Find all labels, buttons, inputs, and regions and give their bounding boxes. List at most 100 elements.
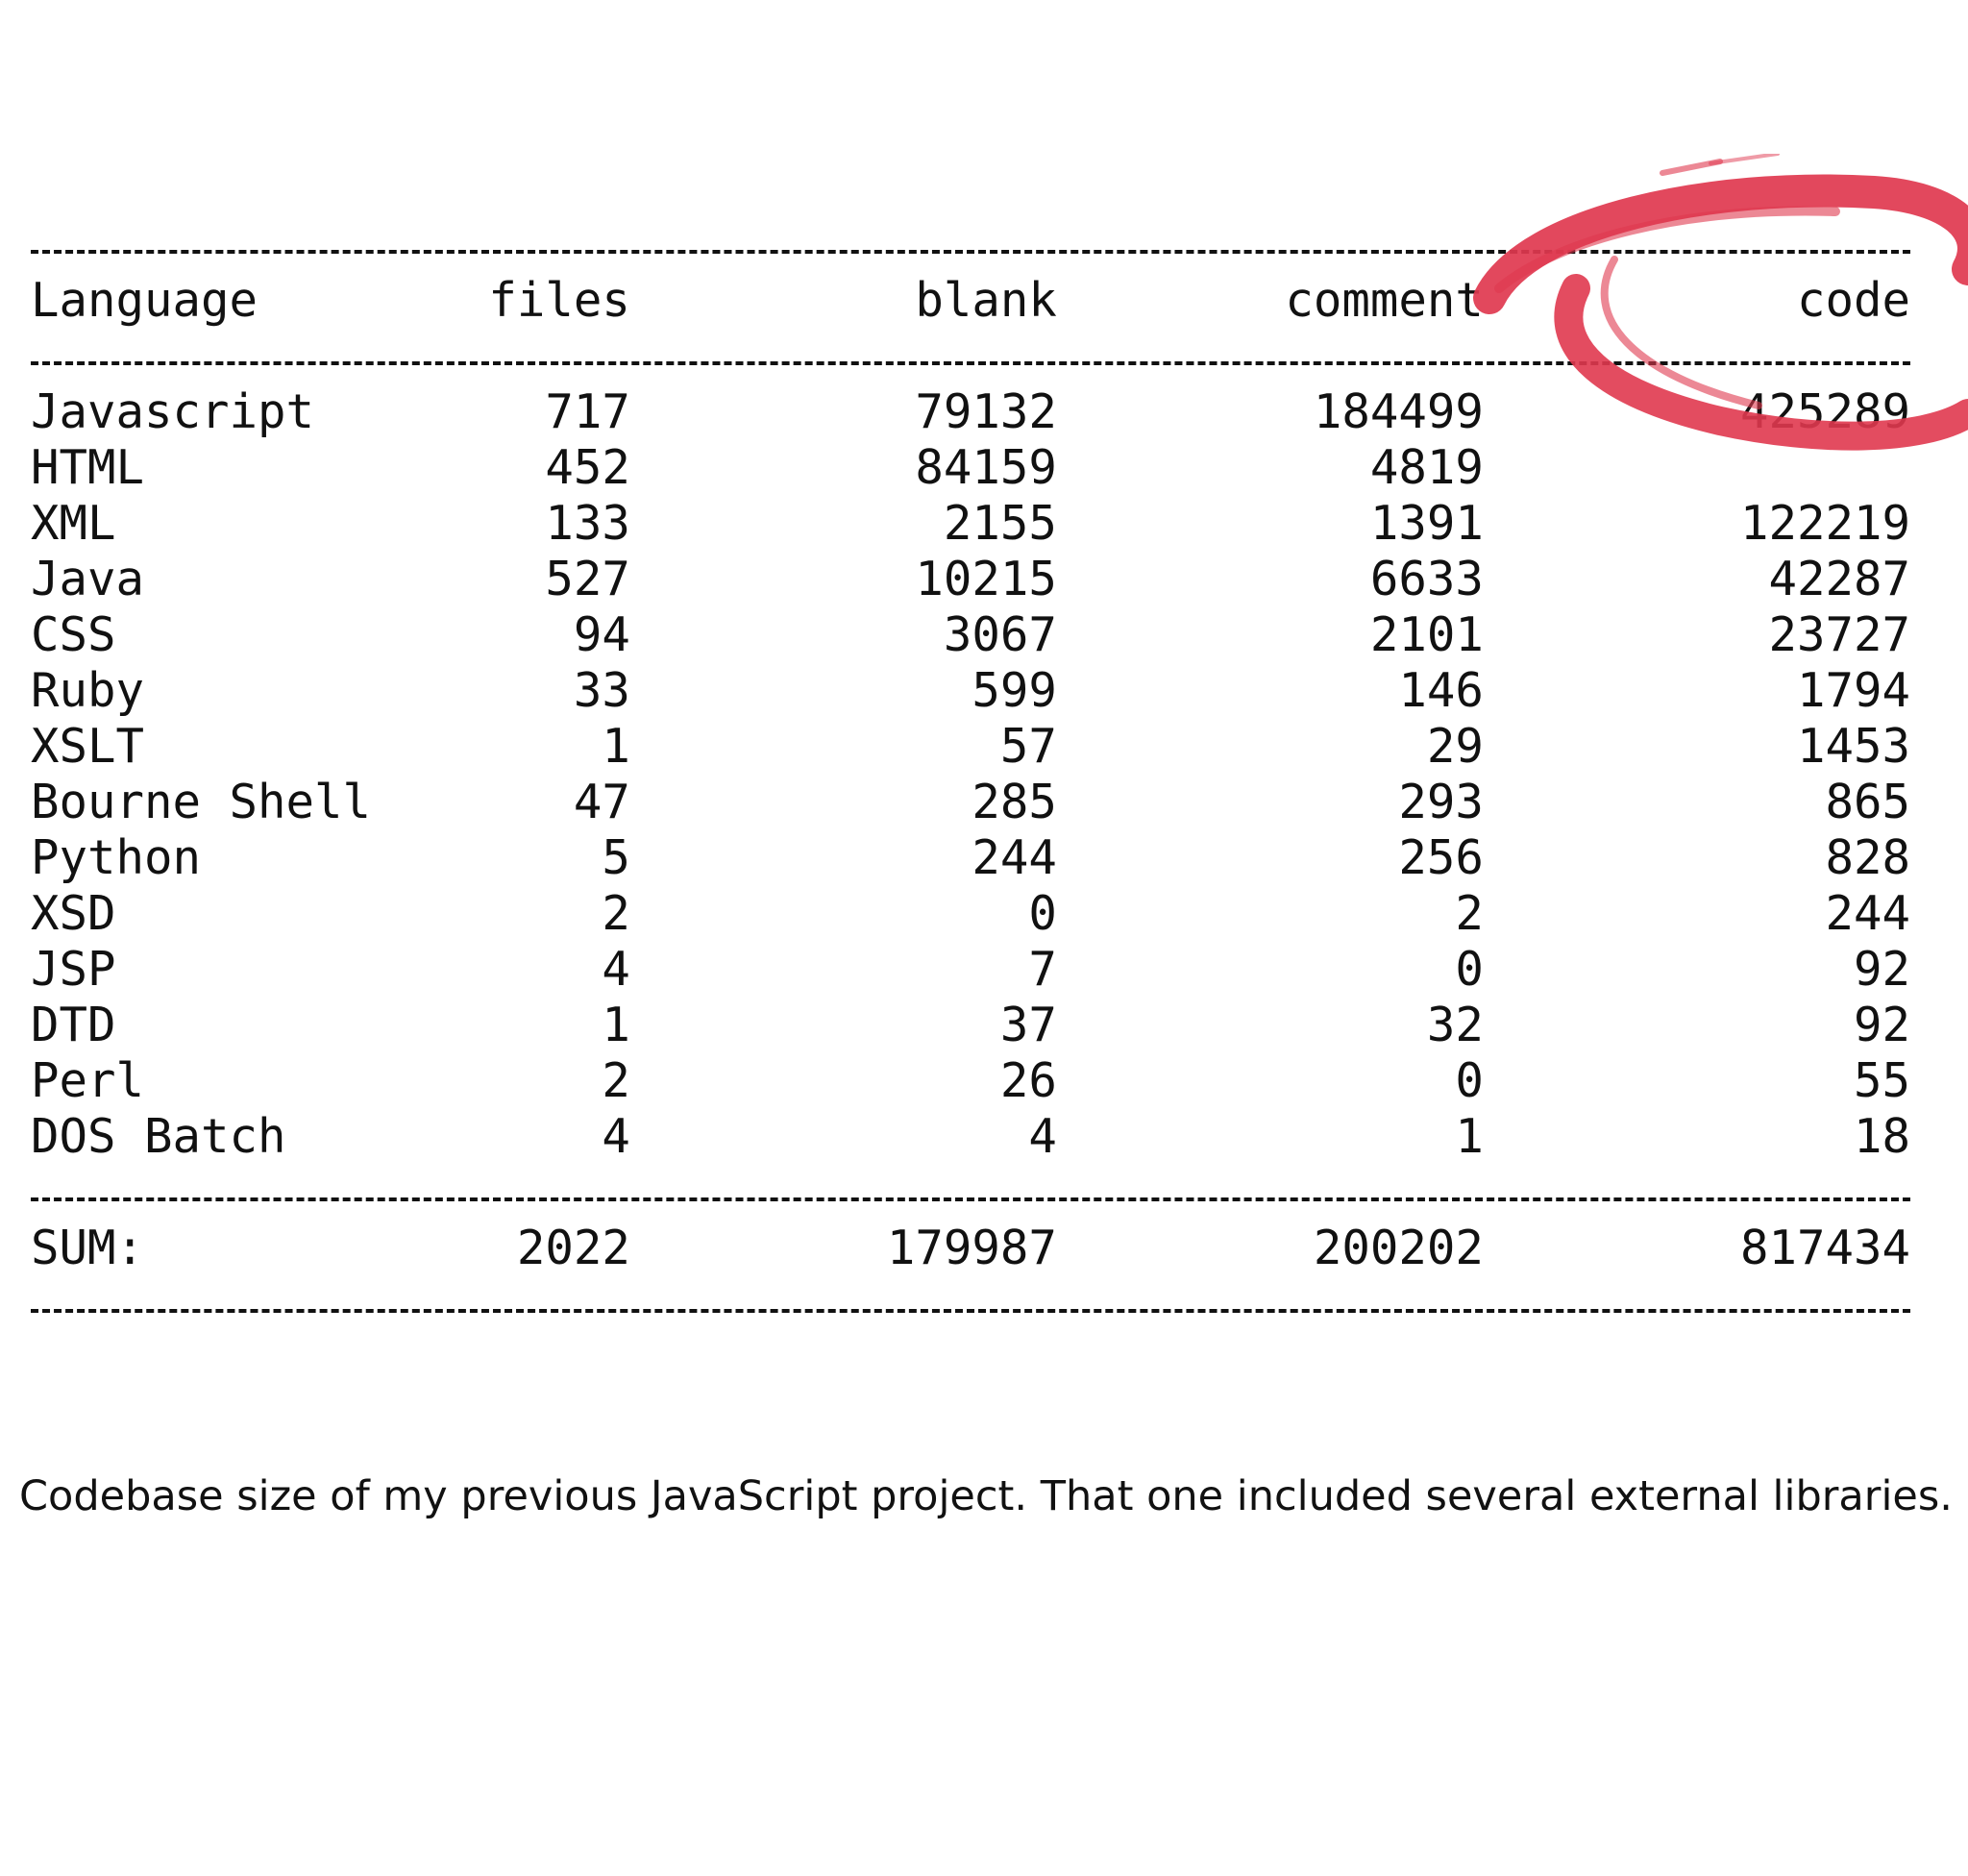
cell-blank: 7 (1028, 942, 1057, 997)
cell-files: 4 (602, 1109, 630, 1164)
table-row: Python 5 244 256 828 (31, 830, 1910, 886)
header-language: Language (31, 273, 258, 328)
table-header-row: Language files blank comment code (31, 273, 1910, 329)
caption: Codebase size of my previous JavaScript … (19, 1472, 1953, 1520)
cell-blank: 84159 (915, 440, 1057, 495)
cell-code: 425289 (1739, 384, 1910, 439)
cell-comment: 2 (1455, 886, 1484, 941)
table-row: XSLT 1 57 29 1453 (31, 719, 1910, 775)
cell-comment: 0 (1455, 1053, 1484, 1108)
divider-header (31, 329, 1910, 384)
table-sum-row: SUM: 2022 179987 200202 817434 (31, 1221, 1910, 1276)
cell-language: Python (31, 830, 202, 885)
sum-label: SUM: (31, 1221, 145, 1275)
cell-files: 452 (545, 440, 630, 495)
cell-language: Java (31, 552, 145, 606)
cell-blank: 26 (999, 1053, 1057, 1108)
sum-comment: 200202 (1313, 1221, 1484, 1275)
cell-language: Perl (31, 1053, 145, 1108)
header-comment: comment (1285, 273, 1484, 328)
cell-blank: 244 (972, 830, 1057, 885)
cell-code: 828 (1825, 830, 1910, 885)
cell-comment: 29 (1426, 719, 1484, 774)
cell-files: 717 (545, 384, 630, 439)
cell-blank: 10215 (915, 552, 1057, 606)
header-code: code (1796, 273, 1910, 328)
cell-language: XSD (31, 886, 116, 941)
header-files: files (488, 273, 630, 328)
cell-files: 2 (602, 886, 630, 941)
cell-blank: 285 (972, 775, 1057, 829)
table-row: Javascript 717 79132 184499 425289 (31, 384, 1910, 440)
cell-code: 1794 (1796, 663, 1910, 718)
cell-comment: 32 (1426, 998, 1484, 1052)
cell-code: 92 (1853, 998, 1910, 1052)
cell-blank: 57 (999, 719, 1057, 774)
table-row: Java 527 10215 6633 42287 (31, 552, 1910, 607)
cell-comment: 0 (1455, 942, 1484, 997)
cell-code (1484, 440, 1910, 496)
cell-blank: 37 (999, 998, 1057, 1052)
cell-language: Javascript (31, 384, 315, 439)
cell-language: XML (31, 496, 116, 551)
cell-blank: 4 (1028, 1109, 1057, 1164)
sum-files: 2022 (516, 1221, 630, 1275)
cell-blank: 0 (1028, 886, 1057, 941)
divider-top (31, 217, 1910, 273)
cell-files: 33 (573, 663, 630, 718)
cell-comment: 1 (1455, 1109, 1484, 1164)
table-row: XSD 2 0 2 244 (31, 886, 1910, 942)
cell-code: 244 (1825, 886, 1910, 941)
cell-files: 1 (602, 998, 630, 1052)
table-row: HTML 452 84159 4819 (31, 440, 1910, 496)
cell-blank: 2155 (943, 496, 1057, 551)
cell-files: 1 (602, 719, 630, 774)
cell-language: DTD (31, 998, 116, 1052)
cell-code: 1453 (1796, 719, 1910, 774)
table-body: Javascript 717 79132 184499 425289 HTML 452 841… (31, 384, 1910, 1165)
cell-files: 47 (573, 775, 630, 829)
cell-language: Bourne Shell (31, 775, 372, 829)
cell-files: 527 (545, 552, 630, 606)
cell-code: 122219 (1739, 496, 1910, 551)
cell-comment: 184499 (1313, 384, 1484, 439)
cell-files: 5 (602, 830, 630, 885)
cell-language: JSP (31, 942, 116, 997)
cell-comment: 146 (1398, 663, 1484, 718)
cell-comment: 2101 (1369, 607, 1484, 662)
cell-comment: 1391 (1369, 496, 1484, 551)
table-row: JSP 4 7 0 92 (31, 942, 1910, 998)
table-row: CSS 94 3067 2101 23727 (31, 607, 1910, 663)
cell-language: DOS Batch (31, 1109, 286, 1164)
sum-blank: 179987 (886, 1221, 1057, 1275)
cell-files: 4 (602, 942, 630, 997)
table-row: Ruby 33 599 146 1794 (31, 663, 1910, 719)
table-row: DTD 1 37 32 92 (31, 998, 1910, 1053)
cell-files: 133 (545, 496, 630, 551)
table-row: Perl 2 26 0 55 (31, 1053, 1910, 1109)
cell-code: 18 (1853, 1109, 1910, 1164)
cell-blank: 599 (972, 663, 1057, 718)
cell-language: HTML (31, 440, 145, 495)
cell-comment: 293 (1398, 775, 1484, 829)
cell-code: 42287 (1768, 552, 1910, 606)
cell-files: 2 (602, 1053, 630, 1108)
divider-sum (31, 1165, 1910, 1221)
cell-comment: 4819 (1369, 440, 1484, 495)
cell-code: 55 (1853, 1053, 1910, 1108)
divider-bottom (31, 1276, 1910, 1332)
cell-files: 94 (573, 607, 630, 662)
table-row: Bourne Shell 47 285 293 865 (31, 775, 1910, 830)
cell-language: Ruby (31, 663, 145, 718)
cell-blank: 79132 (915, 384, 1057, 439)
cell-code: 23727 (1768, 607, 1910, 662)
cell-code: 92 (1853, 942, 1910, 997)
cell-comment: 256 (1398, 830, 1484, 885)
cell-code: 865 (1825, 775, 1910, 829)
sum-code: 817434 (1739, 1221, 1910, 1275)
cell-comment: 6633 (1369, 552, 1484, 606)
cell-blank: 3067 (943, 607, 1057, 662)
header-blank: blank (915, 273, 1057, 328)
table-row: DOS Batch 4 4 1 18 (31, 1109, 1910, 1165)
table-row: XML 133 2155 1391 122219 (31, 496, 1910, 552)
